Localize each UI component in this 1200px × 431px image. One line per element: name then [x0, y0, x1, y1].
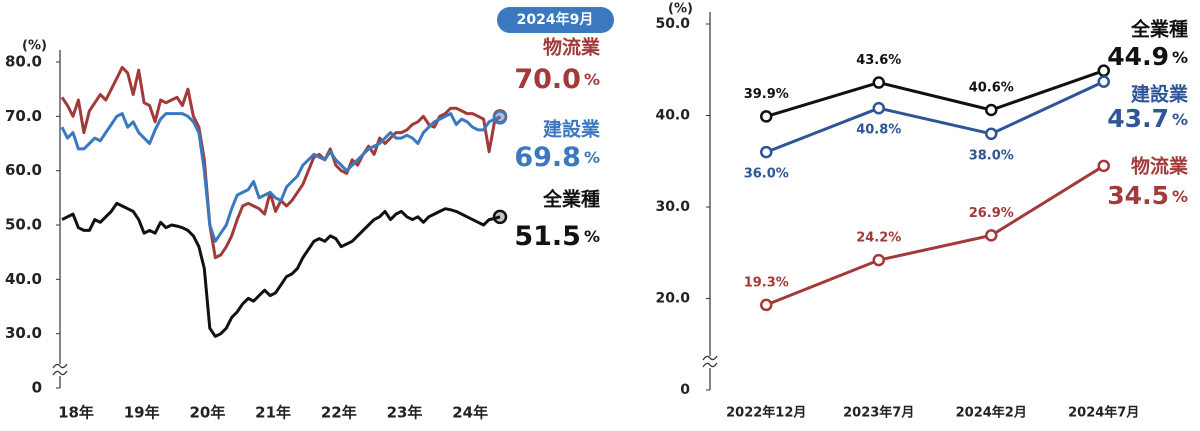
legend-label: 全業種: [1130, 18, 1188, 41]
y-tick-label: 50.0: [655, 16, 690, 32]
x-tick-label: 19年: [124, 404, 160, 422]
legend-value-number: 70.0: [514, 64, 581, 95]
point: [985, 229, 998, 242]
point: [760, 298, 773, 312]
y-tick-label: 50.0: [5, 216, 42, 234]
y-tick-label: 0: [32, 379, 42, 397]
badge-bg: [497, 7, 614, 33]
x-tick-label: 2024年7月: [1068, 405, 1139, 421]
y-tick-label: 40.0: [655, 108, 690, 124]
point: [760, 110, 773, 123]
axis-break: [702, 355, 718, 368]
y-tick-label: 30.0: [655, 199, 690, 215]
y-tick-label: 80.0: [5, 53, 42, 71]
data-label: 39.9%: [744, 87, 789, 102]
legend-value-number: 34.5: [1107, 181, 1169, 210]
x-tick-label: 2023年7月: [843, 405, 914, 421]
point: [492, 110, 508, 125]
x-tick-label: 2024年2月: [956, 405, 1027, 421]
data-label: 43.6%: [856, 53, 901, 68]
legend-value-unit: %: [1172, 48, 1188, 67]
legend-value: 44.9%: [1107, 42, 1188, 71]
y-tick-label: 0: [680, 382, 690, 398]
legend-label: 全業種: [542, 188, 600, 211]
series-line: [61, 201, 501, 338]
data-label: 40.8%: [856, 123, 901, 138]
x-tick-label: 2022年12月: [726, 405, 806, 421]
series-line: [60, 65, 502, 260]
legend-value: 69.8%: [514, 142, 600, 173]
legend-value-number: 51.5: [514, 221, 581, 252]
x-tick-label: 23年: [387, 404, 423, 422]
legend-value-number: 44.9: [1107, 42, 1169, 71]
legend-label: 物流業: [1131, 155, 1189, 178]
point: [872, 76, 885, 89]
point: [985, 103, 998, 117]
data-label: 36.0%: [744, 167, 789, 182]
y-tick-label: 60.0: [5, 161, 42, 179]
y-axis-label: (%): [668, 2, 693, 17]
legend-value-unit: %: [584, 227, 600, 246]
legend-value: 51.5%: [514, 221, 600, 252]
data-label: 40.6%: [969, 81, 1014, 96]
point: [1097, 75, 1110, 88]
legend-value-unit: %: [584, 70, 600, 89]
data-label: 19.3%: [744, 275, 789, 290]
x-tick-label: 20年: [189, 404, 225, 422]
y-tick-label: 20.0: [655, 291, 690, 307]
y-axis-label: (%): [22, 39, 47, 54]
x-tick-label: 21年: [255, 404, 291, 422]
data-label: 26.9%: [969, 206, 1014, 221]
point: [872, 101, 885, 115]
axis-break: [52, 363, 68, 376]
legend-value: 70.0%: [514, 64, 600, 95]
series-line: [765, 80, 1105, 154]
legend-value-number: 69.8: [514, 142, 581, 173]
y-tick-label: 70.0: [5, 107, 42, 125]
legend-value: 43.7%: [1107, 104, 1188, 133]
x-tick-label: 18年: [58, 404, 94, 422]
series-line: [765, 69, 1105, 118]
data-label: 24.2%: [856, 231, 901, 246]
point: [492, 209, 508, 225]
point: [1097, 159, 1110, 173]
series-line: [60, 112, 501, 243]
y-tick-label: 30.0: [5, 324, 42, 342]
point: [985, 127, 998, 141]
legend-value-unit: %: [1172, 110, 1188, 129]
y-tick-label: 40.0: [5, 270, 42, 288]
legend-label: 建設業: [543, 118, 601, 141]
data-label: 38.0%: [969, 148, 1014, 163]
legend-value-unit: %: [1172, 187, 1188, 206]
point: [872, 253, 885, 267]
badge-label: 2024年9月: [517, 11, 594, 28]
legend-label: 物流業: [543, 36, 601, 59]
legend-label: 建設業: [1131, 83, 1189, 106]
x-tick-label: 22年: [321, 404, 357, 422]
x-tick-label: 24年: [452, 404, 488, 422]
point: [760, 145, 773, 159]
series-line: [765, 164, 1105, 307]
legend-value-unit: %: [584, 148, 600, 167]
legend-value-number: 43.7: [1107, 104, 1169, 133]
legend-value: 34.5%: [1107, 181, 1188, 210]
